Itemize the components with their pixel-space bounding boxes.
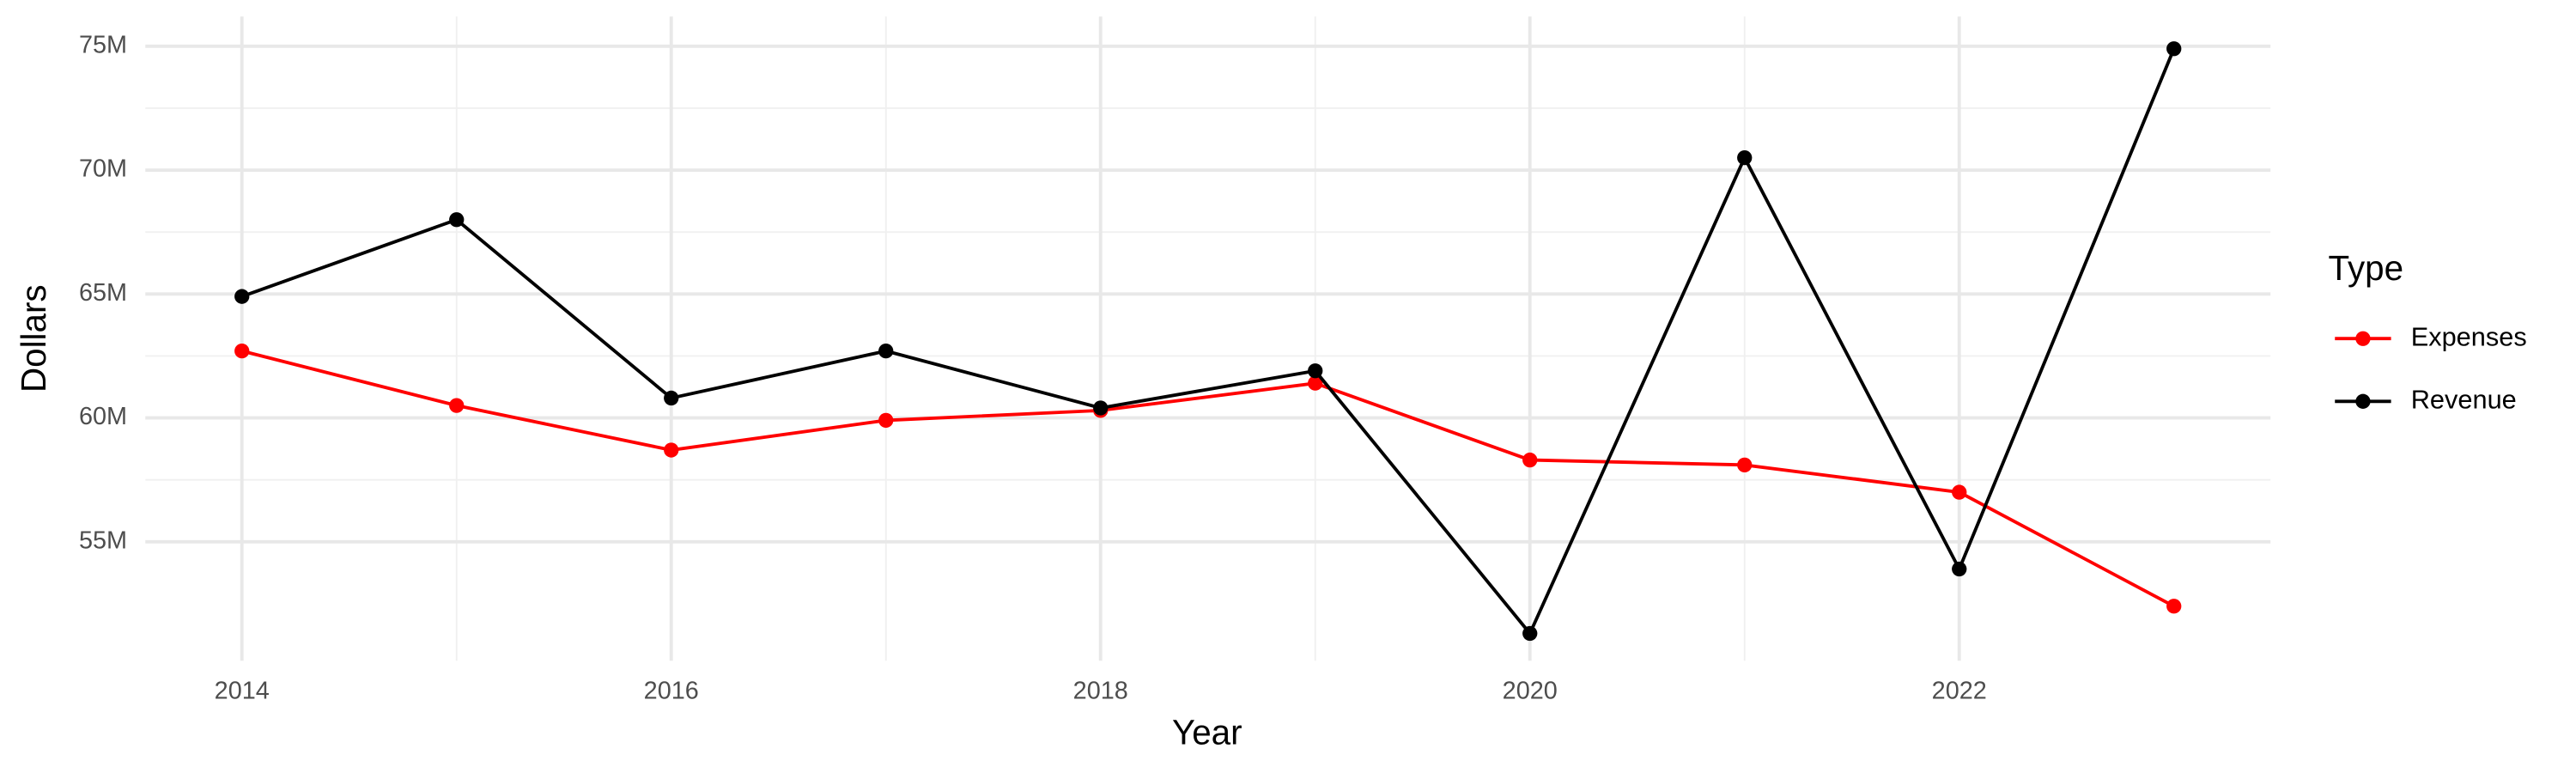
y-tick-label: 60M xyxy=(79,403,127,430)
data-point xyxy=(878,344,894,359)
data-point xyxy=(1522,625,1538,642)
legend-key-point xyxy=(2355,393,2371,409)
legend-title: Type xyxy=(2329,248,2404,288)
data-point xyxy=(2166,41,2182,57)
series-line xyxy=(241,47,2176,637)
data-point xyxy=(1952,484,1967,500)
data-point xyxy=(1308,363,1323,379)
data-point xyxy=(1737,150,1753,166)
data-point xyxy=(1308,375,1323,391)
x-tick-label: 2018 xyxy=(1073,677,1128,704)
x-tick-label: 2022 xyxy=(1932,677,1987,704)
data-point xyxy=(449,398,465,413)
series-line xyxy=(241,349,2175,608)
legend-label: Revenue xyxy=(2411,384,2517,414)
x-axis-title: Year xyxy=(1172,712,1242,752)
data-point xyxy=(878,412,894,429)
data-point xyxy=(664,390,679,406)
legend-label: Expenses xyxy=(2411,321,2527,351)
x-tick-label: 2014 xyxy=(215,677,270,704)
data-point xyxy=(1737,457,1753,472)
data-point xyxy=(1952,561,1967,577)
y-axis-title: Dollars xyxy=(14,284,53,393)
legend-key-point xyxy=(2355,331,2371,346)
x-tick-label: 2016 xyxy=(644,677,699,704)
data-point xyxy=(1522,452,1538,468)
data-point xyxy=(2166,599,2182,614)
y-tick-label: 75M xyxy=(79,31,127,58)
y-tick-label: 55M xyxy=(79,526,127,554)
data-point xyxy=(1093,400,1109,416)
data-point xyxy=(449,212,465,228)
data-point xyxy=(664,442,679,458)
y-tick-label: 65M xyxy=(79,279,127,307)
data-point xyxy=(234,289,250,304)
y-tick-label: 70M xyxy=(79,155,127,183)
x-tick-label: 2020 xyxy=(1503,677,1558,704)
data-point xyxy=(234,344,250,359)
